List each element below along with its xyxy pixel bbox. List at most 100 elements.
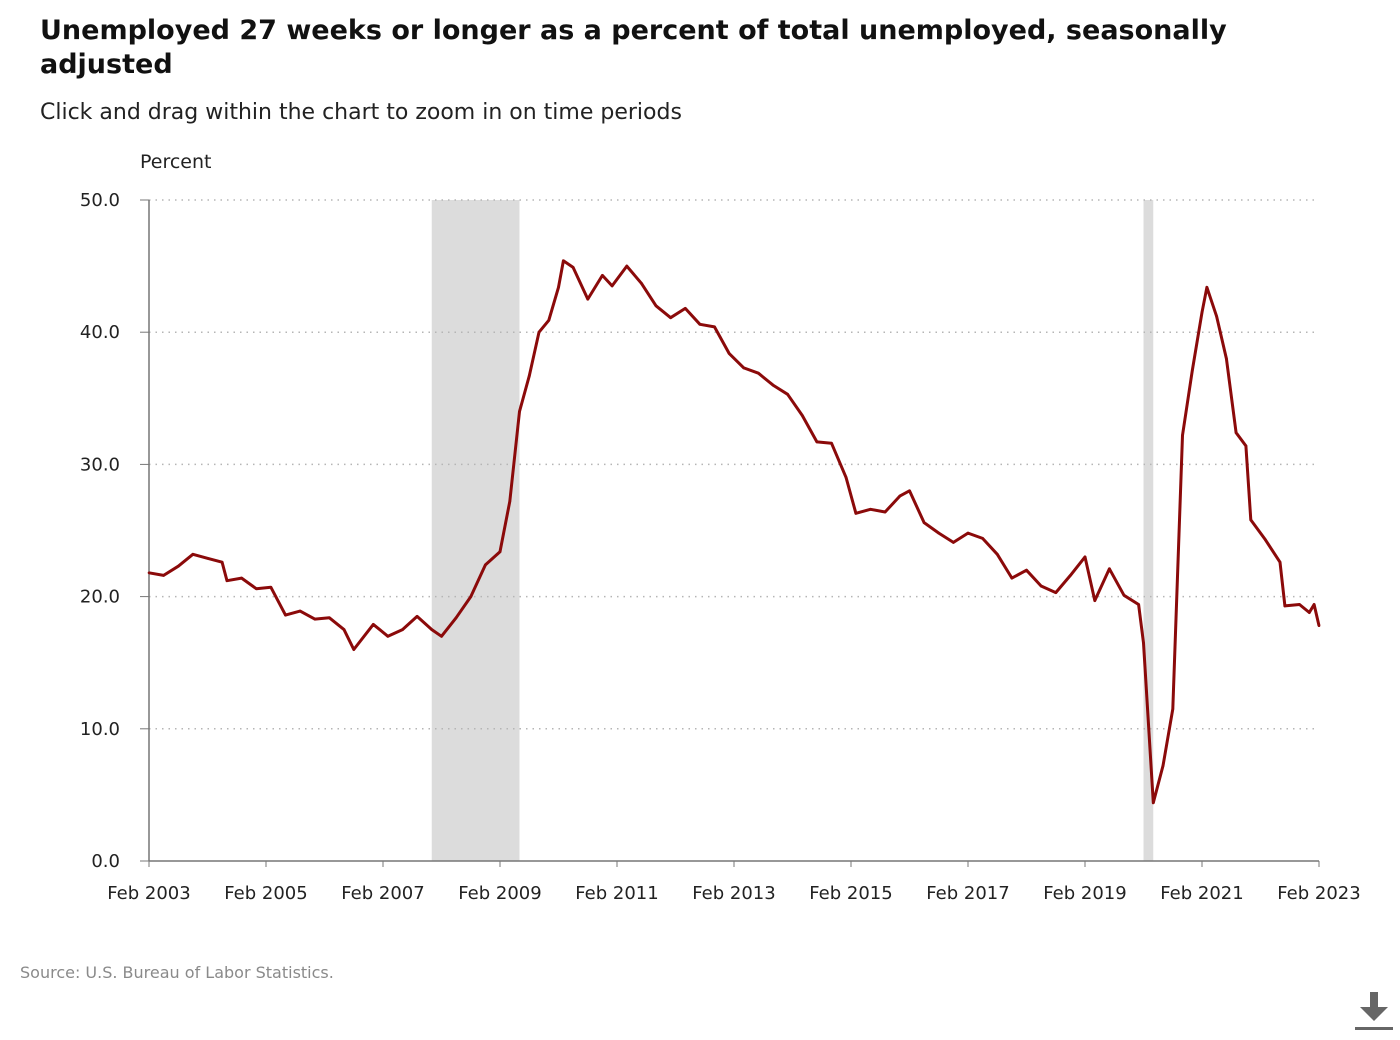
data-point	[528, 374, 531, 378]
x-tick-label: Feb 2003	[107, 883, 190, 904]
data-point	[854, 512, 858, 515]
data-point	[440, 635, 443, 638]
recession-band	[431, 200, 520, 861]
data-point	[1171, 707, 1175, 711]
data-point	[1283, 604, 1287, 608]
data-point	[1191, 369, 1194, 372]
data-point	[454, 616, 458, 620]
x-tick-label: Feb 2005	[224, 883, 307, 904]
data-point	[557, 286, 560, 289]
data-point	[484, 563, 487, 567]
data-point	[771, 383, 775, 387]
source-note: Source: U.S. Bureau of Labor Statistics.	[20, 963, 334, 982]
data-point	[220, 560, 224, 564]
data-point	[562, 259, 565, 263]
data-point	[415, 615, 419, 618]
data-point	[386, 635, 390, 638]
data-point	[1215, 315, 1218, 318]
data-point	[996, 553, 999, 556]
data-point	[1108, 567, 1111, 571]
y-tick-label: 20.0	[80, 587, 120, 608]
y-tick-label: 30.0	[80, 454, 120, 475]
data-point	[640, 282, 643, 285]
data-point	[284, 613, 287, 617]
data-point	[610, 284, 614, 288]
data-point	[830, 441, 833, 445]
data-point	[742, 366, 746, 370]
data-point	[757, 371, 760, 375]
data-point	[162, 574, 165, 577]
data-point	[1200, 311, 1204, 314]
series-line	[148, 259, 1321, 805]
data-point	[298, 609, 302, 613]
x-tick-label: Feb 2017	[926, 883, 1009, 904]
data-point	[952, 541, 955, 544]
data-point	[1244, 444, 1248, 448]
data-point	[883, 510, 887, 514]
data-point	[1234, 431, 1238, 435]
data-point	[981, 537, 984, 540]
y-tick-label: 50.0	[80, 190, 120, 211]
x-tick-label: Feb 2023	[1277, 883, 1360, 904]
data-point	[1308, 611, 1311, 614]
data-point	[1137, 603, 1140, 606]
download-icon	[1355, 992, 1393, 1030]
x-axis-ticks: Feb 2003 Feb 2005 Feb 2007 Feb 2009 Feb 2011…	[107, 861, 1361, 904]
data-point	[1083, 555, 1087, 559]
data-point	[1093, 599, 1097, 602]
data-point	[1161, 764, 1165, 768]
data-point	[342, 628, 346, 631]
data-point	[669, 316, 672, 320]
data-point	[254, 587, 258, 590]
download-button[interactable]	[1352, 990, 1396, 1034]
data-point	[225, 579, 229, 582]
data-point	[1312, 603, 1316, 606]
y-tick-label: 40.0	[80, 322, 120, 343]
series-layer	[147, 259, 1321, 805]
x-tick-label: Feb 2013	[692, 883, 775, 904]
data-point	[586, 297, 590, 301]
y-tick-label: 0.0	[91, 851, 120, 872]
data-point	[240, 576, 243, 580]
data-point	[966, 531, 970, 535]
line-chart[interactable]: Percent 0.0 10.0 20.0 30.0 40.0 50.0 Feb 2003…	[0, 0, 1400, 960]
data-point	[1205, 286, 1209, 289]
data-point	[177, 564, 180, 568]
data-point	[547, 319, 551, 322]
data-point	[898, 494, 902, 498]
data-point	[352, 648, 356, 651]
recession-band	[1143, 200, 1154, 861]
data-point	[937, 531, 941, 535]
data-point	[1249, 518, 1253, 522]
y-tick-label: 10.0	[80, 719, 120, 740]
data-point	[537, 330, 541, 334]
data-point	[508, 500, 512, 503]
data-point	[684, 307, 687, 310]
data-point	[191, 553, 195, 556]
data-point	[698, 323, 702, 326]
y-axis-ticks: 0.0 10.0 20.0 30.0 40.0 50.0	[80, 190, 149, 872]
data-point	[1278, 560, 1282, 564]
data-point	[206, 557, 209, 560]
data-point	[1054, 591, 1058, 594]
data-point	[372, 623, 375, 626]
x-tick-label: Feb 2021	[1160, 883, 1243, 904]
data-point	[815, 440, 819, 444]
data-point	[269, 586, 273, 589]
data-point	[1025, 568, 1028, 572]
x-tick-label: Feb 2015	[809, 883, 892, 904]
data-point	[727, 352, 731, 355]
data-point	[786, 393, 789, 396]
data-point	[1264, 538, 1267, 542]
x-tick-label: Feb 2009	[458, 883, 541, 904]
data-point	[922, 521, 926, 524]
data-point	[430, 628, 434, 631]
chart-subtitle: Click and drag within the chart to zoom …	[40, 100, 682, 125]
data-point	[844, 476, 848, 479]
data-point	[713, 325, 716, 329]
data-point	[1142, 641, 1145, 645]
data-point	[801, 414, 804, 417]
data-point	[401, 628, 404, 631]
data-point	[601, 274, 604, 277]
data-point	[469, 595, 473, 598]
